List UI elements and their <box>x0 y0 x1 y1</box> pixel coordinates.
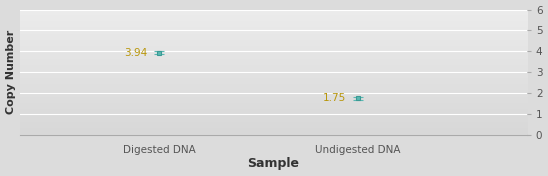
Text: 3.94: 3.94 <box>124 48 147 58</box>
Text: 1.75: 1.75 <box>323 93 346 103</box>
X-axis label: Sample: Sample <box>247 158 299 170</box>
Y-axis label: Copy Number: Copy Number <box>5 30 15 114</box>
